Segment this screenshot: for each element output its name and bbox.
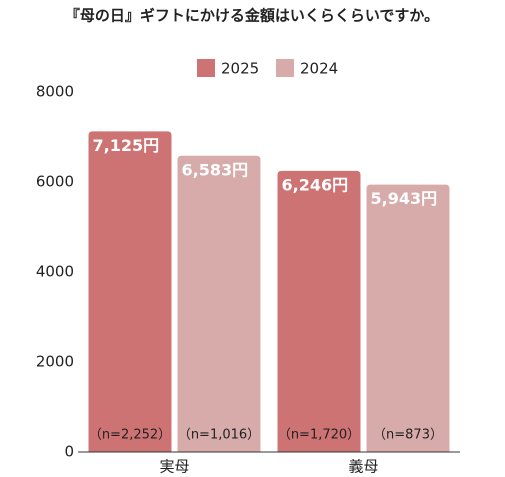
value-label: 5,943円 bbox=[371, 189, 438, 208]
value-label: 6,246円 bbox=[282, 175, 349, 194]
bar bbox=[366, 184, 450, 452]
legend-label: 2025 bbox=[221, 60, 259, 78]
legend-label: 2024 bbox=[300, 60, 338, 78]
bar bbox=[277, 170, 361, 452]
y-tick-label: 8000 bbox=[36, 83, 74, 101]
n-label: （n=873） bbox=[373, 428, 443, 443]
bar bbox=[88, 131, 172, 452]
value-label: 6,583円 bbox=[182, 160, 249, 179]
value-label: 7,125円 bbox=[93, 136, 160, 155]
y-tick-label: 6000 bbox=[36, 173, 74, 191]
n-label: （n=2,252） bbox=[89, 428, 171, 443]
legend-swatch bbox=[276, 59, 294, 77]
x-tick-label: 実母 bbox=[159, 458, 189, 476]
bar bbox=[177, 155, 261, 452]
y-tick-label: 0 bbox=[64, 443, 74, 461]
y-tick-label: 2000 bbox=[36, 353, 74, 371]
n-label: （n=1,720） bbox=[278, 428, 360, 443]
x-tick-label: 義母 bbox=[348, 458, 378, 476]
n-label: （n=1,016） bbox=[178, 428, 260, 443]
legend-swatch bbox=[197, 59, 215, 77]
chart-title: 『母の日』ギフトにかける金額はいくらくらいですか。 bbox=[65, 7, 439, 25]
y-tick-label: 4000 bbox=[36, 263, 74, 281]
